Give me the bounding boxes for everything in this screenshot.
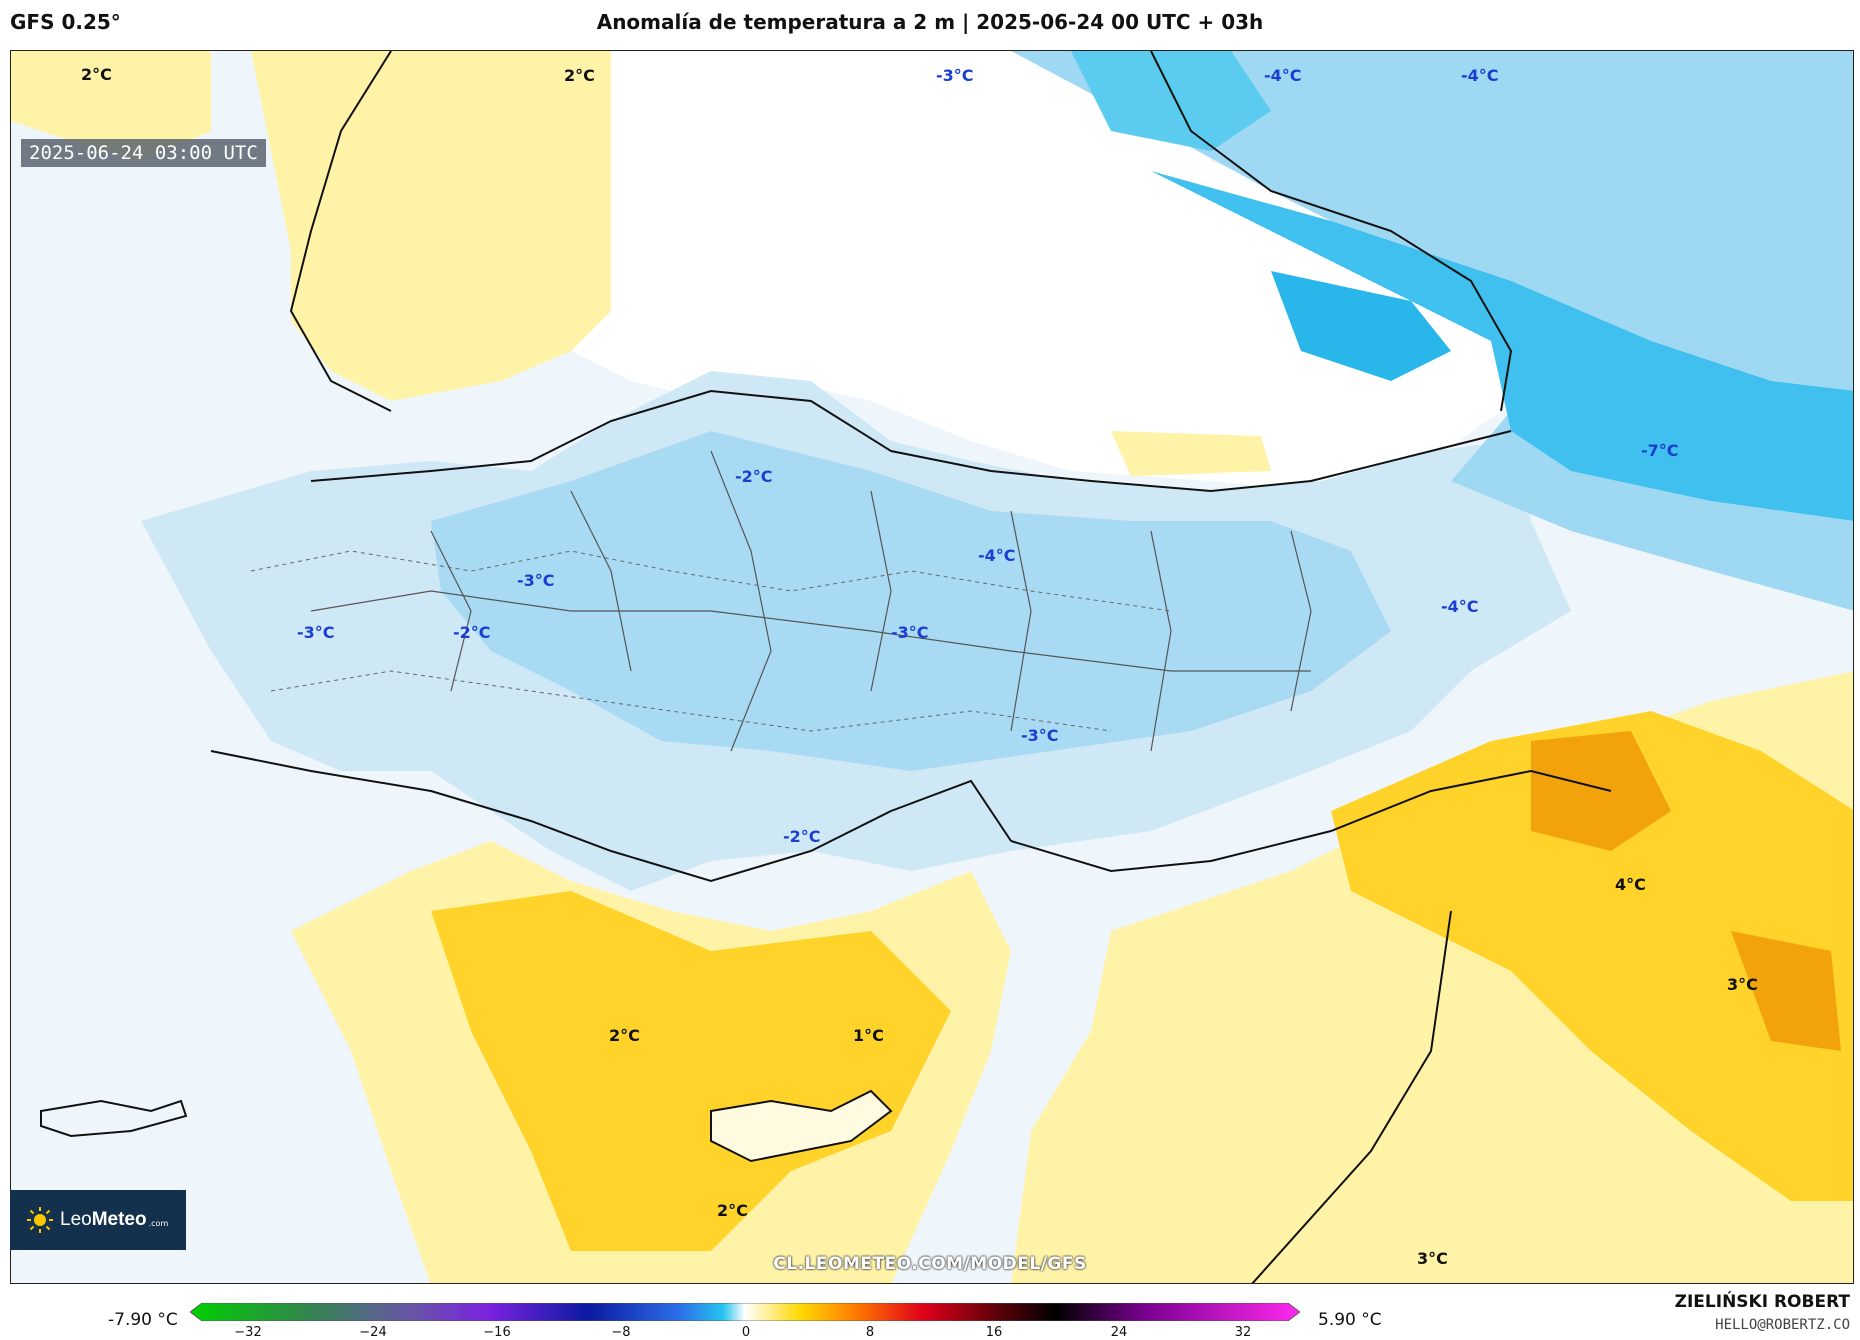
colorbar-min-label: -7.90 °C (108, 1310, 178, 1330)
warm-west-2 (11, 51, 211, 161)
anomaly-label: -7°C (1641, 441, 1679, 460)
model-name: GFS 0.25° (10, 10, 121, 34)
coast-caucasus (1150, 51, 1513, 412)
logo-domain: .com (148, 1218, 169, 1228)
warm-west (251, 51, 611, 401)
colorbar-tick: 32 (1234, 1325, 1252, 1340)
colorbar (190, 1303, 1300, 1321)
crete (40, 1099, 188, 1138)
sun-icon (27, 1207, 53, 1233)
anomaly-label: -3°C (891, 623, 929, 642)
coast-black-sea-west (289, 51, 392, 412)
colorbar-tick: −24 (359, 1325, 387, 1340)
admin-lines (310, 450, 1312, 752)
cold-blob-1 (1071, 51, 1271, 151)
colorbar-tick: −16 (483, 1325, 511, 1340)
anatolia-core (431, 431, 1391, 771)
colorbar-tick: −8 (611, 1325, 631, 1340)
logo-text: LeoMeteo (60, 1209, 147, 1230)
anomaly-label: 2°C (81, 65, 112, 84)
anomaly-label: -4°C (1441, 597, 1479, 616)
anomaly-map[interactable]: 2025-06-24 03:00 UTC 2°C 2°C -3°C -4°C -… (10, 50, 1854, 1284)
author-credit: ZIELIŃSKI ROBERT (1674, 1292, 1850, 1312)
colorbar-tick: 0 (741, 1325, 751, 1340)
contour-2 (270, 670, 1112, 732)
anomaly-label: -3°C (517, 571, 555, 590)
colorbar-max-label: 5.90 °C (1318, 1310, 1382, 1330)
warm-southeast-3 (1531, 731, 1671, 851)
warm-med-2 (431, 891, 951, 1251)
warm-southeast-4 (1731, 931, 1841, 1051)
anomaly-label: -4°C (978, 546, 1016, 565)
anomaly-label: 2°C (564, 66, 595, 85)
anomaly-label: 3°C (1727, 975, 1758, 994)
anomaly-label: 3°C (1417, 1249, 1448, 1268)
colorbar-tick: 16 (985, 1325, 1003, 1340)
warm-southeast-2 (1331, 711, 1853, 1201)
cyprus (710, 1089, 893, 1163)
anomaly-label: -3°C (1021, 726, 1059, 745)
border-syria-iraq (1251, 910, 1452, 1283)
caucasus-core (1151, 171, 1853, 521)
coast-anatolia-south (210, 750, 1012, 883)
warm-black-sea-patch (1111, 431, 1271, 476)
anomaly-label: -3°C (297, 623, 335, 642)
leometeo-logo[interactable]: LeoMeteo .com (10, 1190, 186, 1250)
anomaly-label: 2°C (609, 1026, 640, 1045)
cold-blob-2 (1271, 271, 1451, 381)
anomaly-label: -2°C (783, 827, 821, 846)
source-watermark: CL.LEOMETEO.COM/MODEL/GFS (773, 1254, 1087, 1274)
anomaly-label: -2°C (735, 467, 773, 486)
map-title: Anomalía de temperatura a 2 m | 2025-06-… (596, 10, 1264, 34)
colorbar-tick: 24 (1110, 1325, 1128, 1340)
anomaly-label: -4°C (1461, 66, 1499, 85)
anomaly-label: -2°C (453, 623, 491, 642)
anomaly-label: 4°C (1615, 875, 1646, 894)
anomaly-label: 2°C (717, 1201, 748, 1220)
colorbar-tick: 8 (865, 1325, 875, 1340)
anomaly-label: -4°C (1264, 66, 1302, 85)
map-canvas (11, 51, 1853, 1283)
valid-time-badge: 2025-06-24 03:00 UTC (21, 139, 266, 167)
border-turkey-syria (1010, 769, 1612, 873)
anomaly-label: 1°C (853, 1026, 884, 1045)
colorbar-tick: −32 (234, 1325, 262, 1340)
coast-anatolia-north (310, 389, 1512, 493)
contour-1 (250, 550, 1172, 612)
anomaly-label: -3°C (936, 66, 974, 85)
author-email[interactable]: HELLO@ROBERTZ.CO (1715, 1317, 1850, 1333)
